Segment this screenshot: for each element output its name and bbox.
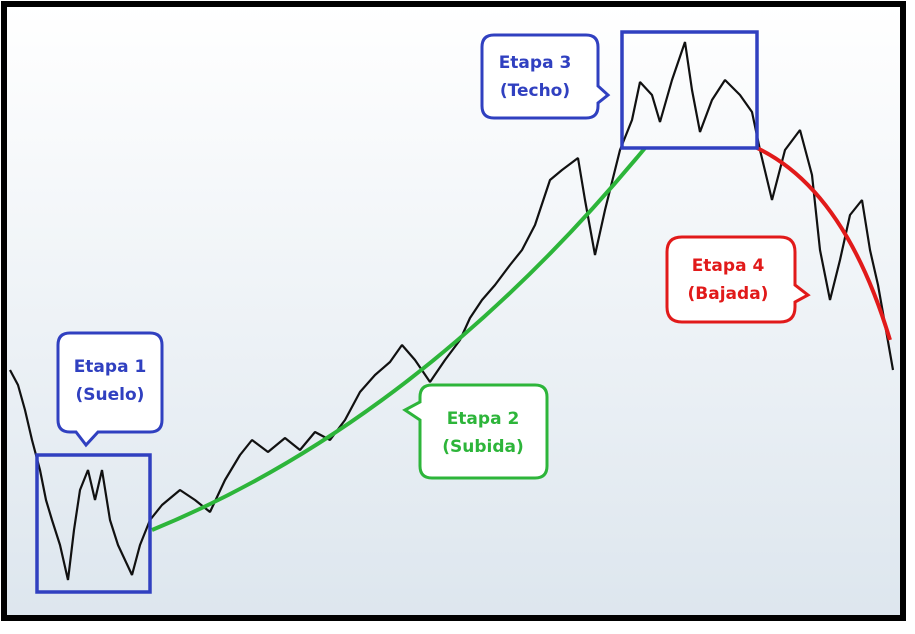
stage-label: Etapa 4 xyxy=(692,256,765,276)
callout-3 xyxy=(480,33,611,120)
stage-2-curve xyxy=(151,146,647,532)
callout-2 xyxy=(402,383,549,480)
stage-label: Etapa 2 xyxy=(447,409,520,429)
stage-sublabel: (Subida) xyxy=(442,437,524,457)
stage-4-curve xyxy=(756,146,892,341)
callout-4 xyxy=(665,235,811,324)
stage-sublabel: (Techo) xyxy=(500,81,570,101)
stage-label: Etapa 1 xyxy=(74,357,147,377)
stage-label: Etapa 3 xyxy=(499,53,572,73)
stage-sublabel: (Bajada) xyxy=(688,284,769,304)
callout-1 xyxy=(56,331,164,448)
stage-1-box xyxy=(35,453,152,594)
stage-sublabel: (Suelo) xyxy=(76,385,145,405)
stage-3-box xyxy=(620,30,759,150)
